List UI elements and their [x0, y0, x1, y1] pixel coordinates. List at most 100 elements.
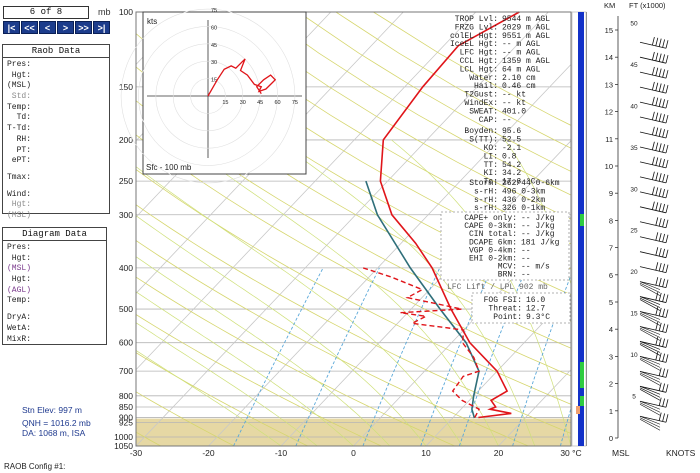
wind-barb-shaft: [639, 356, 667, 363]
wind-barb-flag: [655, 172, 659, 181]
dry-adiabat-line: [136, 66, 571, 322]
index-value: 54.2: [502, 161, 521, 170]
prev-set-button[interactable]: <<: [21, 21, 38, 34]
diagram-field-row: Pres:: [7, 243, 32, 252]
hodograph-trace: [207, 58, 277, 97]
cape-index-value: -- J/kg: [521, 222, 555, 231]
wind-barb-flag: [662, 383, 665, 392]
first-page-button[interactable]: |<: [3, 21, 20, 34]
storm-index-value: 496 0-3km: [502, 187, 545, 196]
temperature-tick-label: -10: [275, 448, 288, 458]
wind-barb-shaft: [639, 357, 661, 368]
cloud-layer-band: [580, 214, 584, 226]
wind-barb-flag: [662, 144, 665, 153]
moist-adiabat-line: [275, 139, 536, 446]
storm-index-value: 326 0-1km: [502, 204, 545, 213]
last-page-button[interactable]: >|: [93, 21, 110, 34]
ft-tick-label: 5: [632, 394, 636, 401]
wind-barb-flag: [655, 82, 659, 91]
wind-barb-flag: [665, 114, 669, 124]
index-value: 0.46 cm: [502, 82, 536, 91]
hodograph-footer: Sfc - 100 mb: [146, 163, 192, 172]
wind-barb-flag: [658, 38, 662, 47]
wind-barb-shaft: [639, 266, 667, 274]
wind-barb-shaft: [639, 415, 661, 425]
diagram-panel-title: Diagram Data: [3, 228, 106, 241]
hodograph-unit-label: kts: [147, 17, 157, 26]
temperature-tick-label: 30 °C: [560, 448, 581, 458]
station-elevation: Stn Elev: 997 m: [22, 405, 83, 415]
wind-barb-shaft: [639, 372, 661, 383]
moist-adiabat-line: [136, 350, 282, 446]
wind-barb-shaft: [639, 161, 667, 169]
wind-barb-flag: [662, 99, 665, 108]
wind-barb-flag: [662, 84, 665, 93]
wind-barb-flag: [655, 157, 659, 166]
hodograph-x-tick: 60: [274, 100, 280, 106]
wind-barb-flag: [665, 144, 669, 154]
wind-barb-shaft: [639, 344, 661, 356]
wind-barb-shaft: [639, 417, 661, 428]
raob-field-row: Hgt:: [7, 70, 32, 80]
wind-barb-flag: [662, 368, 665, 377]
height-axis: KM FT (x1000)0123456789101112131415510152…: [604, 1, 696, 458]
wind-barb-shaft: [639, 389, 661, 401]
wind-barb-shaft: [639, 326, 667, 333]
wind-barb-flag: [665, 70, 669, 79]
cape-index-label: VGP 0-4km:: [469, 246, 517, 255]
km-tick-label: 11: [605, 135, 613, 144]
wind-barb-flag: [662, 338, 665, 347]
diagram-field-row: Temp:: [7, 296, 32, 306]
isotherm-line: [136, 12, 549, 446]
wind-barb-flag: [658, 397, 662, 406]
mixing-ratio-line: [295, 267, 380, 446]
wind-barb-flag: [665, 99, 669, 109]
km-tick-label: 1: [609, 407, 613, 416]
index-label: SWEAT:: [469, 107, 498, 116]
prev-page-button[interactable]: <: [39, 21, 56, 34]
wind-barb-flag: [655, 127, 659, 136]
storm-index-label: s-rH:: [474, 196, 498, 205]
diagram-field-row: WetA:: [7, 323, 32, 333]
wind-barb-flag: [665, 204, 669, 213]
wind-barb-flag: [662, 203, 665, 213]
wind-barb-flag: [662, 413, 665, 422]
pressure-tick-label: 1050: [114, 441, 133, 451]
wind-barb-flag: [652, 126, 655, 135]
storm-index-value: 262/44 0-6km: [502, 179, 560, 188]
wind-barb-flag: [662, 293, 665, 302]
ft-tick-label: 25: [630, 228, 638, 235]
index-value: 401.0: [502, 107, 526, 116]
index-value: 95.6: [502, 127, 521, 136]
ft-tick-label: 10: [630, 352, 638, 359]
cloud-layer-band: [580, 362, 584, 388]
index-value: -- kt: [502, 91, 526, 100]
dry-adiabat-line: [136, 33, 571, 296]
wind-barb-flag: [658, 128, 662, 137]
next-set-button[interactable]: >>: [75, 21, 92, 34]
index-value: -- m AGL: [502, 49, 541, 58]
wind-barb-flag: [658, 203, 662, 212]
km-tick-label: 6: [609, 271, 613, 280]
raob-data-panel: Raob Data Pres: Hgt: (MSL) Std: Temp: Td: T…: [2, 44, 110, 220]
plot-frame: [135, 11, 572, 447]
wind-barb-flag: [665, 279, 669, 288]
km-axis-title: KM: [604, 1, 615, 10]
dry-adiabat-line: [136, 352, 308, 446]
storm-index-label: s-rH:: [474, 204, 498, 213]
wind-barb-shaft: [639, 297, 661, 308]
wind-barb-flag: [665, 40, 669, 49]
page-indicator[interactable]: 6 of 8: [3, 6, 89, 19]
ft-tick-label: 20: [630, 269, 638, 276]
index-label: Tc:: [484, 178, 498, 187]
dry-adiabat-line: [136, 100, 571, 349]
next-page-button[interactable]: >: [57, 21, 74, 34]
fog-value: 9.3°C: [526, 313, 550, 322]
wind-barb-flag: [652, 81, 655, 91]
surface-marker: [576, 406, 580, 414]
km-tick-label: 15: [605, 26, 613, 35]
index-value: 52.5: [502, 136, 521, 145]
wind-barb-shaft: [639, 281, 661, 290]
wind-barb-shaft: [639, 329, 661, 341]
